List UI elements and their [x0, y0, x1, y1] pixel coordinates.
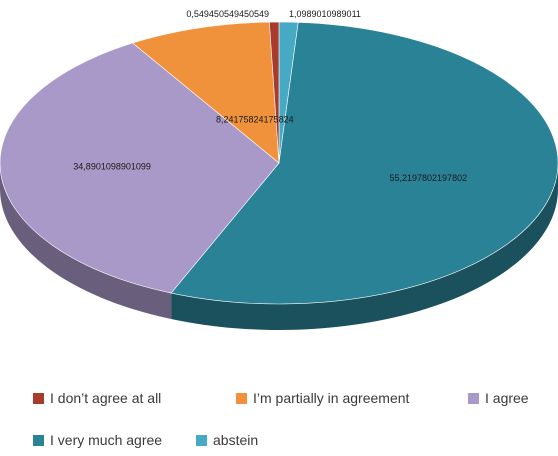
pie-slice-i-m-partially-in-agreement: [131, 21, 280, 164]
pie-slice-i-don-t-agree-at-all: [269, 21, 280, 164]
legend-label: I agree: [485, 390, 529, 406]
legend-label: abstein: [213, 432, 259, 448]
legend-label: I’m partially in agreement: [253, 390, 410, 406]
pie-slice-i-very-much-agree: [170, 22, 558, 305]
pie-data-labels: 1,0989010989011 55,2197802197802 34,890109…: [73, 9, 467, 183]
legend-item-abstein: abstein: [196, 432, 258, 448]
legend-swatch: [196, 434, 207, 446]
legend-item-very-much-agree: I very much agree: [33, 432, 162, 448]
data-label-i-agree: 34,8901098901099: [73, 162, 151, 172]
data-label-i-very-much-agree: 55,2197802197802: [390, 173, 468, 183]
legend-swatch: [236, 392, 247, 404]
pie-side-i-very-much-agree: [171, 163, 558, 331]
pie-side-i-agree: [0, 163, 172, 320]
legend-swatch: [33, 392, 44, 404]
legend-swatch: [468, 392, 479, 404]
legend-item-agree: I agree: [468, 390, 529, 406]
data-label-i-m-partially-in-agreement: 8,24175824175824: [216, 115, 294, 125]
legend-label: I don’t agree at all: [50, 390, 162, 406]
pie-chart: 1,0989010989011 55,2197802197802 34,890109…: [0, 9, 558, 331]
data-label-i-don-t-agree-at-all: 0,549450549450549: [186, 9, 269, 19]
data-label-abstein: 1,0989010989011: [289, 9, 361, 19]
pie-slices: [0, 21, 558, 305]
legend-item-dont-agree: I don’t agree at all: [33, 390, 161, 406]
legend-item-partially-agree: I’m partially in agreement: [236, 390, 409, 406]
legend: I don’t agree at all I’m partially in ag…: [0, 372, 558, 456]
legend-swatch: [33, 434, 44, 446]
pie-side-walls: [0, 163, 558, 331]
pie-slice-i-agree: [0, 42, 280, 294]
legend-label: I very much agree: [50, 432, 163, 448]
